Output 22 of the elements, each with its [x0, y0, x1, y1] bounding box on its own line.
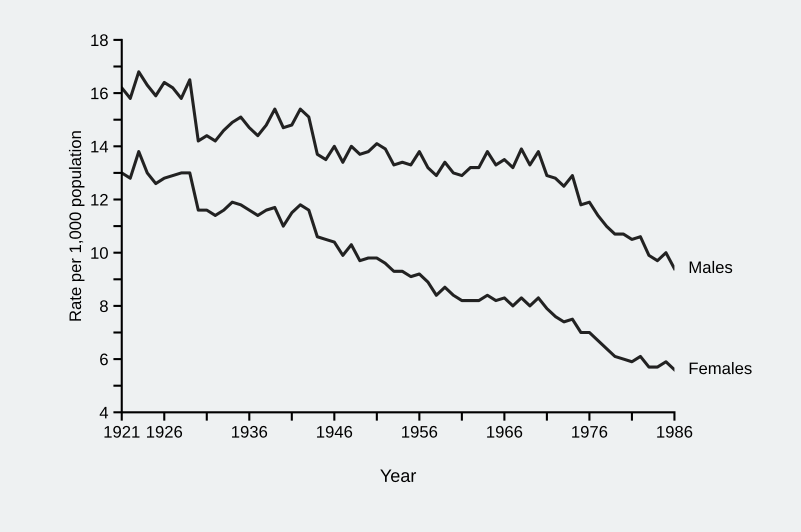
series-label: Males	[690, 260, 732, 274]
x-tick-label: 1986	[657, 426, 692, 438]
x-tick-label: 1926	[147, 426, 182, 438]
y-tick-label: 18	[91, 34, 108, 46]
x-tick-label: 1921	[104, 426, 140, 438]
y-tick-label: 4	[100, 406, 108, 418]
x-axis-title: Year	[380, 469, 416, 482]
x-tick-label: 1946	[317, 426, 352, 438]
y-tick-label: 6	[100, 354, 108, 366]
y-tick-label: 10	[91, 247, 108, 259]
line-series	[122, 70, 674, 270]
y-tick-label: 14	[91, 140, 108, 152]
y-tick-label: 16	[91, 88, 108, 100]
y-axis-title: Rate per 1,000 population	[68, 131, 84, 321]
x-tick-label: 1966	[487, 426, 522, 438]
y-tick-label: 8	[100, 300, 108, 312]
series-label: Females	[690, 362, 752, 374]
x-tick-label: 1956	[402, 426, 438, 438]
line-series	[122, 150, 674, 372]
x-tick-label: 1976	[572, 426, 608, 438]
y-tick-label: 12	[91, 194, 108, 206]
x-tick-label: 1936	[232, 426, 268, 438]
